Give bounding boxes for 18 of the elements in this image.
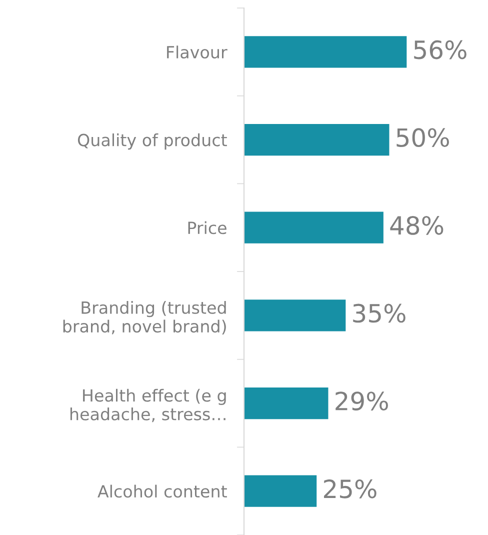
y-tick-label: Branding (trusted brand, novel brand) (63, 301, 226, 335)
bar (244, 36, 407, 68)
data-label: 48% (390, 216, 444, 235)
bar (244, 475, 317, 507)
bar (244, 212, 384, 244)
y-tick-label: Quality of product (78, 133, 227, 150)
y-tick-label: Flavour (167, 46, 228, 59)
data-label: 56% (414, 40, 466, 60)
data-label: 35% (353, 304, 406, 323)
data-label: 25% (324, 479, 376, 498)
y-tick-label: Alcohol content (98, 484, 227, 498)
y-tick-label: Health effect (e g headache, stress… (70, 388, 226, 422)
bar (244, 124, 390, 156)
data-label: 50% (396, 128, 449, 148)
bar (244, 300, 346, 332)
data-label: 29% (336, 392, 388, 411)
y-tick-label: Price (188, 221, 226, 234)
bar (244, 387, 328, 420)
